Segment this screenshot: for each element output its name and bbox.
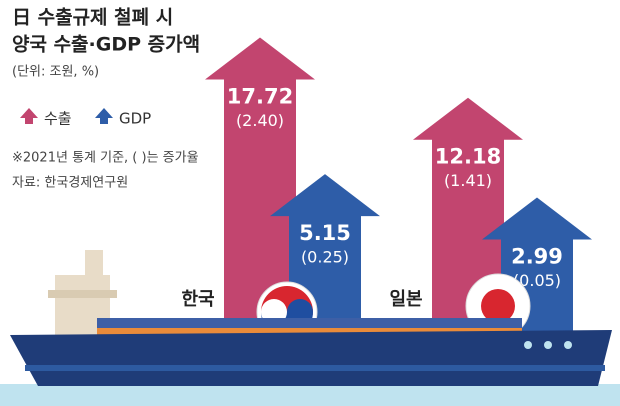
legend-icon [20, 108, 38, 124]
flag-part [481, 289, 515, 323]
porthole [524, 341, 532, 349]
bridge-deck [48, 290, 117, 298]
containers [97, 318, 522, 328]
category-label: 한국 [181, 289, 214, 310]
ship [0, 250, 620, 406]
share-label: (0.25) [301, 248, 349, 267]
share-label: (0.05) [513, 271, 561, 290]
legend: 수출 GDP [20, 108, 151, 128]
share-label: (2.40) [236, 111, 284, 130]
value-label: 17.72 [227, 85, 293, 109]
note: ※2021년 통계 기준, ( )는 증가율 [12, 151, 199, 166]
value-label: 12.18 [435, 145, 501, 169]
value-label: 5.15 [299, 221, 351, 245]
porthole [544, 341, 552, 349]
title-line: 日 수출규제 철폐 시 [12, 7, 173, 29]
category-label: 일본 [389, 289, 422, 310]
legend-icon [95, 108, 113, 124]
porthole [564, 341, 572, 349]
title-line: 양국 수출·GDP 증가액 [12, 34, 200, 56]
share-label: (1.41) [444, 171, 492, 190]
legend-label: GDP [119, 110, 151, 128]
sea [0, 384, 620, 406]
hull-stripe [25, 365, 605, 371]
subtitle: (단위: 조원, %) [12, 65, 99, 80]
legend-label: 수출 [44, 110, 72, 128]
value-label: 2.99 [511, 245, 563, 269]
hull [10, 330, 612, 386]
source: 자료: 한국경제연구원 [12, 176, 128, 191]
arrows: 17.72 (2.40) 5.15 (0.25) 한국 12.18 (1.41) 2.99 (0… [181, 37, 592, 336]
mast [85, 250, 103, 275]
arrow-bar [205, 37, 315, 336]
